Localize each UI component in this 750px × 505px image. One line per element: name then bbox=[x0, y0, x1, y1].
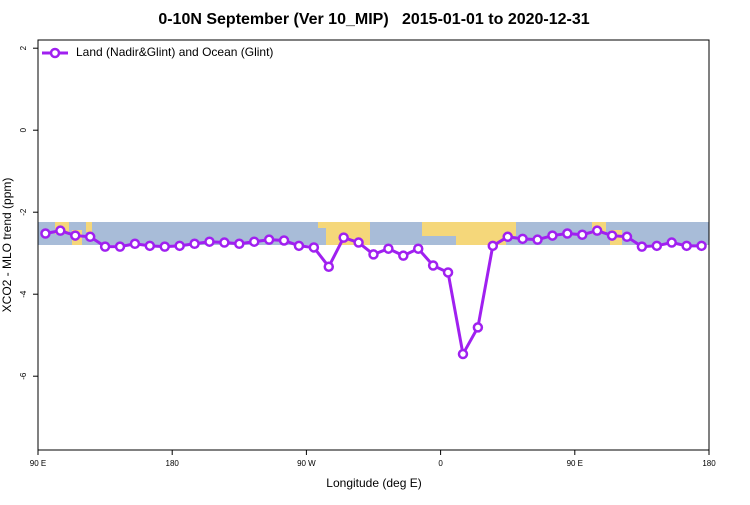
y-tick-label: 2 bbox=[19, 45, 28, 50]
point bbox=[577, 229, 588, 240]
point bbox=[278, 235, 290, 246]
x-tick-label: 180 bbox=[702, 459, 716, 468]
point bbox=[338, 232, 349, 243]
point bbox=[84, 231, 96, 243]
y-tick-label: -6 bbox=[19, 372, 28, 380]
x-tick-label: 0 bbox=[438, 459, 443, 468]
y-tick-label: -4 bbox=[19, 290, 28, 298]
x-axis-label: Longitude (deg E) bbox=[326, 476, 421, 490]
plot-frame bbox=[37, 39, 710, 451]
point bbox=[174, 240, 185, 252]
series-line bbox=[45, 229, 702, 359]
point bbox=[323, 261, 335, 272]
point bbox=[204, 236, 215, 247]
point bbox=[40, 228, 51, 239]
chart-title: 0-10N September (Ver 10_MIP) 2015-01-01 … bbox=[158, 11, 589, 28]
point bbox=[353, 237, 364, 248]
point bbox=[412, 243, 424, 254]
point bbox=[144, 240, 156, 252]
point bbox=[70, 230, 81, 241]
y-axis-label: XCO2 - MLO trend (ppm) bbox=[0, 178, 14, 313]
point bbox=[591, 225, 603, 236]
point bbox=[487, 240, 499, 252]
legend-marker bbox=[49, 47, 61, 59]
point bbox=[606, 230, 618, 241]
point bbox=[383, 243, 394, 254]
point bbox=[681, 240, 692, 252]
point bbox=[621, 231, 633, 243]
point bbox=[472, 322, 484, 333]
point bbox=[651, 240, 663, 252]
point bbox=[55, 225, 66, 236]
point bbox=[442, 267, 454, 278]
point bbox=[502, 231, 513, 243]
point bbox=[532, 234, 543, 245]
point bbox=[189, 238, 200, 250]
point bbox=[427, 260, 439, 271]
point bbox=[263, 234, 275, 245]
point bbox=[234, 238, 245, 250]
point bbox=[562, 228, 573, 239]
y-tick-label: -2 bbox=[19, 208, 28, 216]
point bbox=[368, 249, 379, 260]
point bbox=[547, 230, 558, 241]
x-tick-label: 90 E bbox=[567, 459, 583, 468]
point bbox=[159, 241, 170, 252]
point bbox=[398, 250, 409, 261]
point bbox=[219, 237, 230, 248]
y-tick-label: 0 bbox=[19, 127, 28, 132]
point bbox=[517, 233, 528, 245]
point bbox=[99, 241, 111, 252]
point bbox=[636, 241, 648, 252]
x-tick-label: 90 W bbox=[297, 459, 316, 468]
point bbox=[129, 238, 141, 250]
point bbox=[308, 242, 320, 253]
point bbox=[293, 240, 305, 252]
legend-label: Land (Nadir&Glint) and Ocean (Glint) bbox=[76, 45, 273, 59]
x-tick-label: 90 E bbox=[30, 459, 46, 468]
x-tick-label: 180 bbox=[166, 459, 180, 468]
point bbox=[666, 237, 677, 248]
point bbox=[457, 348, 469, 360]
point bbox=[114, 241, 126, 252]
point bbox=[248, 236, 260, 247]
point bbox=[696, 240, 707, 252]
